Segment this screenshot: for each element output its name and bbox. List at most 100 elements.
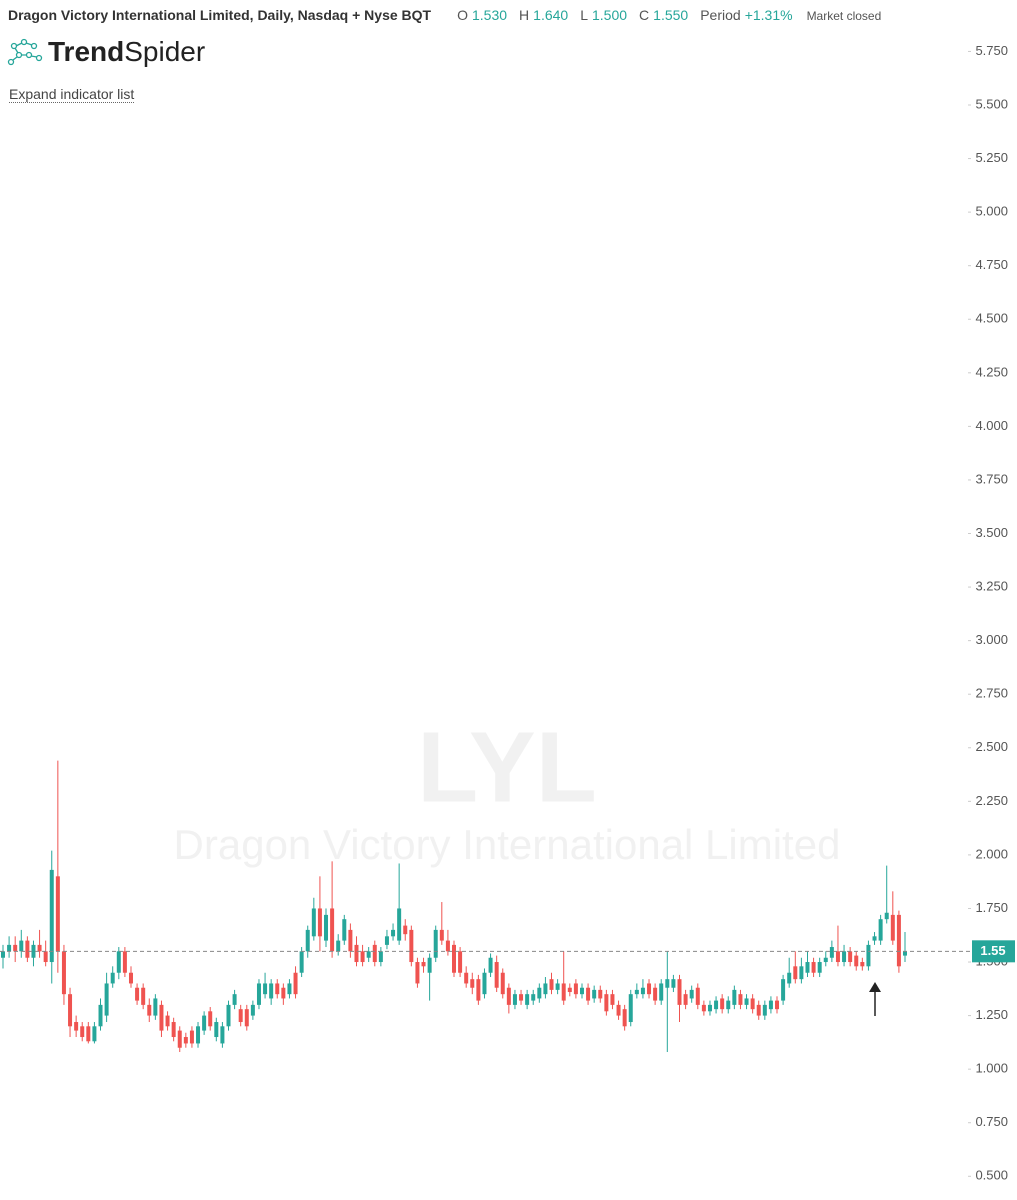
y-tick-label: 5.250 — [975, 150, 1008, 165]
candle-body — [433, 929, 438, 958]
candle-body — [171, 1022, 176, 1038]
period-label: Period — [700, 7, 741, 23]
ohlc-key: O — [457, 7, 468, 23]
y-tick-label: 0.500 — [975, 1168, 1008, 1183]
candle-body — [116, 951, 121, 973]
candle-body — [354, 944, 359, 963]
y-tick-label: 4.000 — [975, 418, 1008, 433]
candle-body — [61, 951, 66, 995]
candle-body — [159, 1004, 164, 1031]
candle-body — [7, 944, 12, 952]
expand-indicator-link[interactable]: Expand indicator list — [9, 86, 135, 103]
watermark-symbol: LYL — [417, 711, 597, 823]
candle-body — [104, 983, 109, 1016]
candle-body — [579, 987, 584, 995]
candle-body — [756, 1004, 761, 1016]
candle-body — [781, 979, 786, 1001]
candle-body — [165, 1015, 170, 1027]
watermark-name: Dragon Victory International Limited — [174, 821, 841, 868]
candle-body — [189, 1030, 194, 1044]
ohlc-key: C — [639, 7, 650, 23]
candle-body — [482, 972, 487, 995]
y-tick-label: 5.750 — [975, 43, 1008, 58]
candle-body — [330, 908, 335, 952]
header: Dragon Victory International Limited, Da… — [8, 7, 881, 23]
candle-body — [445, 940, 450, 952]
candle-body — [366, 951, 371, 958]
candle-body — [336, 940, 341, 952]
candle-body — [317, 908, 322, 937]
candle-body — [305, 929, 310, 952]
y-tick-label: 3.500 — [975, 525, 1008, 540]
candle-body — [299, 951, 304, 973]
candle-body — [269, 983, 274, 999]
candle-body — [128, 972, 133, 984]
candle-body — [787, 972, 792, 984]
candle-body — [903, 951, 907, 956]
candle-body — [744, 998, 749, 1005]
candle-body — [80, 1026, 85, 1038]
candle-body — [348, 929, 353, 952]
candle-body — [695, 987, 700, 1005]
candle-body — [74, 1022, 79, 1031]
candle-body — [147, 1004, 152, 1016]
candle-body — [281, 987, 286, 999]
candle-body — [689, 989, 694, 999]
candle-body — [458, 951, 463, 973]
candle-body — [476, 979, 481, 1001]
candle-body — [549, 979, 554, 990]
candle-body — [701, 1004, 706, 1012]
y-tick-label: 2.000 — [975, 846, 1008, 861]
ohlc-readout: O 1.530 H 1.640 L 1.500 C 1.550 — [445, 7, 688, 23]
candle-body — [293, 972, 298, 995]
candle-body — [55, 876, 60, 952]
y-tick-label: 0.750 — [975, 1114, 1008, 1129]
candle-body — [494, 962, 499, 988]
candle-body — [842, 951, 847, 963]
candle-body — [177, 1030, 182, 1048]
candle-body — [665, 979, 670, 988]
candle-body — [464, 972, 469, 984]
candle-body — [829, 947, 834, 958]
ohlc-key: L — [580, 7, 588, 23]
candle-body — [750, 998, 755, 1010]
candle-body — [659, 983, 664, 1001]
candle-body — [628, 994, 633, 1023]
candle-body — [726, 1000, 731, 1010]
candle-body — [683, 994, 688, 1005]
candle-body — [525, 994, 530, 1005]
candle-body — [586, 987, 591, 1001]
candle-body — [647, 983, 652, 995]
candle-body — [220, 1026, 225, 1044]
period-value: +1.31% — [744, 7, 793, 23]
candle-body — [738, 994, 743, 1005]
candle-body — [610, 994, 615, 1005]
candle-body — [92, 1026, 97, 1042]
candle-body — [811, 962, 816, 973]
candle-body — [890, 914, 895, 941]
y-tick-label: 5.500 — [975, 96, 1008, 111]
candle-body — [232, 994, 237, 1005]
candle-body — [244, 1009, 249, 1027]
candle-body — [439, 929, 444, 941]
candle-body — [153, 998, 158, 1016]
y-tick-label: 4.750 — [975, 257, 1008, 272]
candle-body — [263, 983, 268, 995]
candle-body — [817, 962, 822, 973]
candle-body — [19, 940, 24, 952]
market-status: Market closed — [806, 9, 882, 23]
candle-body — [202, 1015, 207, 1031]
candle-body — [360, 951, 365, 963]
candle-body — [403, 925, 408, 935]
y-tick-label: 2.750 — [975, 686, 1008, 701]
candle-body — [854, 955, 859, 967]
candle-body — [732, 989, 737, 1005]
candle-body — [878, 919, 883, 941]
candle-body — [720, 998, 725, 1010]
candle-body — [43, 951, 48, 963]
candle-body — [183, 1037, 188, 1044]
candle-body — [896, 914, 901, 967]
annotation-arrow-head — [869, 982, 881, 992]
candle-body — [537, 987, 542, 999]
